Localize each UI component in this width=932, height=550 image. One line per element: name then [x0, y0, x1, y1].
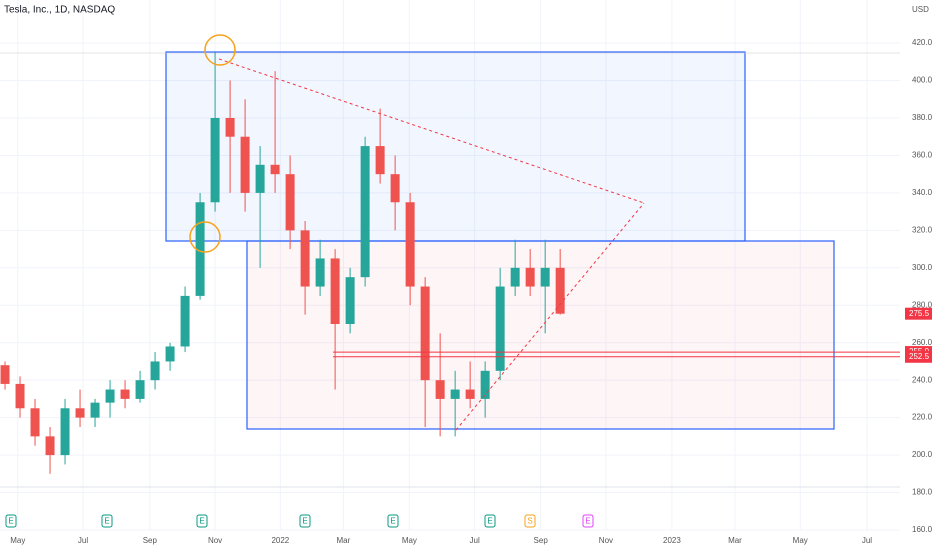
event-marker: E [585, 517, 590, 526]
event-marker: E [487, 517, 492, 526]
trend-line [455, 202, 645, 431]
candle-body [510, 267, 520, 287]
x-tick-label: May [402, 536, 417, 545]
candle-body [540, 267, 550, 287]
x-tick-label: Sep [143, 536, 158, 545]
event-marker: E [8, 517, 13, 526]
candle-body [45, 436, 55, 456]
candle-body [255, 164, 265, 193]
candle-body [390, 174, 400, 203]
event-badge [299, 514, 311, 528]
candles [0, 52, 565, 474]
x-tick-label: Sep [534, 536, 549, 545]
event-marker: E [390, 517, 395, 526]
candle-body [240, 136, 250, 193]
x-tick-label: Jul [862, 536, 872, 545]
event-badge [5, 514, 17, 528]
y-tick-label: 240.0 [912, 375, 932, 384]
candle-body [420, 286, 430, 381]
chart-title: Tesla, Inc., 1D, NASDAQ [4, 5, 115, 16]
y-tick-label: 180.0 [912, 488, 932, 497]
event-badge [196, 514, 208, 528]
event-badge [484, 514, 496, 528]
event-badge [582, 514, 594, 528]
y-tick-label: 220.0 [912, 413, 932, 422]
candle-body [195, 202, 205, 296]
candle-body [315, 258, 325, 287]
trend-line [218, 58, 645, 204]
x-tick-label: May [10, 536, 25, 545]
highlight-circle [204, 34, 236, 66]
x-tick-label: Jul [470, 536, 480, 545]
x-tick-label: 2023 [663, 536, 681, 545]
event-marker: E [302, 517, 307, 526]
candle-body [210, 117, 220, 203]
candle-body [345, 277, 355, 324]
candle-body [360, 146, 370, 278]
candle-body [405, 202, 415, 287]
highlight-circle [189, 221, 221, 253]
y-tick-label: 200.0 [912, 450, 932, 459]
candle-body [375, 146, 385, 175]
candle-body [435, 380, 445, 399]
candle-body [330, 258, 340, 324]
candle-body [480, 370, 490, 399]
y-tick-label: 360.0 [912, 151, 932, 160]
event-badge [524, 514, 536, 528]
price-label-bg [905, 307, 932, 320]
candle-body [450, 389, 460, 399]
y-tick-label: 280.0 [912, 300, 932, 309]
zone-box [246, 240, 835, 430]
candle-body [120, 389, 130, 399]
event-marker: E [199, 517, 204, 526]
candle-body [180, 295, 190, 347]
x-tick-label: 2022 [271, 536, 289, 545]
price-label: 275.5 [909, 309, 930, 318]
event-marker: S [527, 517, 532, 526]
x-tick-label: Mar [728, 536, 742, 545]
y-tick-label: 340.0 [912, 188, 932, 197]
y-tick-label: 380.0 [912, 113, 932, 122]
grid [0, 0, 900, 531]
candle-body [75, 408, 85, 418]
candle-body [15, 383, 25, 409]
candle-body [165, 346, 175, 362]
y-tick-label: 260.0 [912, 338, 932, 347]
y-tick-label: 300.0 [912, 263, 932, 272]
candle-body [225, 117, 235, 137]
price-label: 252.5 [909, 352, 930, 361]
event-marker: E [104, 517, 109, 526]
y-tick-label: 160.0 [912, 525, 932, 534]
event-badge [387, 514, 399, 528]
candle-body [0, 365, 10, 384]
x-tick-label: Nov [599, 536, 613, 545]
zone-box [165, 51, 746, 242]
candle-body [270, 164, 280, 175]
x-tick-label: Mar [336, 536, 350, 545]
candle-body [300, 230, 310, 287]
x-tick-label: Jul [78, 536, 88, 545]
y-tick-label: 420.0 [912, 38, 932, 47]
price-label-bg [905, 350, 932, 363]
y-tick-label: 320.0 [912, 225, 932, 234]
x-tick-label: Nov [208, 536, 222, 545]
candle-body [60, 408, 70, 456]
candle-body [30, 408, 40, 437]
x-tick-label: May [793, 536, 808, 545]
event-badge [101, 514, 113, 528]
candle-body [285, 174, 295, 231]
y-tick-label: 400.0 [912, 76, 932, 85]
candle-body [105, 389, 115, 403]
candle-body [90, 402, 100, 418]
candle-body [135, 380, 145, 399]
currency: USD [912, 5, 929, 14]
candle-body [525, 267, 535, 287]
candle-body [150, 361, 160, 381]
candle-body [495, 286, 505, 371]
candle-body [465, 389, 475, 399]
candle-body [555, 267, 565, 314]
